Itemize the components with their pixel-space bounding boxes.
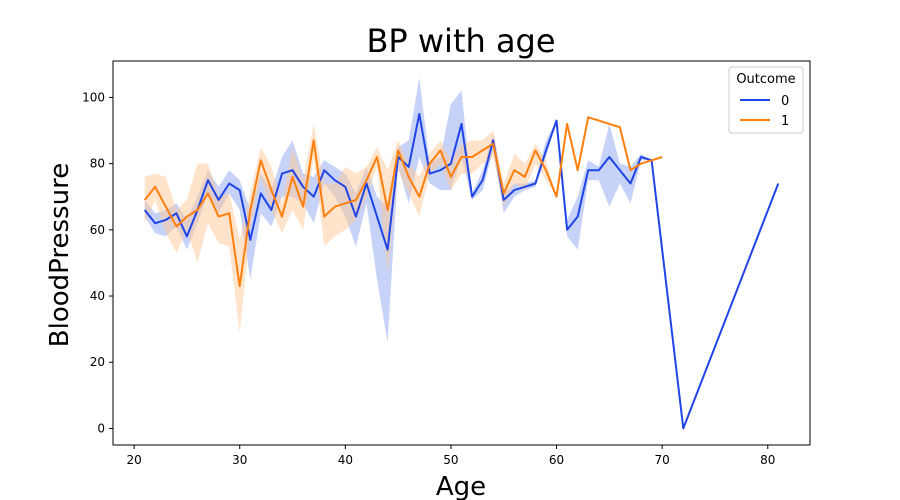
y-tick-label: 0 xyxy=(97,421,105,435)
x-tick-label: 80 xyxy=(760,453,775,467)
series-1-line xyxy=(143,116,663,288)
x-tick-label: 70 xyxy=(655,453,670,467)
y-tick-label: 100 xyxy=(82,90,105,104)
series-lines xyxy=(143,113,780,430)
y-tick-label: 40 xyxy=(90,289,105,303)
x-axis-ticks: 20 30 40 50 60 70 80 xyxy=(126,445,775,467)
legend-label-1: 1 xyxy=(781,114,789,129)
plot-frame xyxy=(112,60,811,446)
legend-title: Outcome xyxy=(736,72,795,87)
legend: Outcome 0 1 xyxy=(728,66,804,134)
y-axis-ticks: 0 20 40 60 80 100 xyxy=(82,90,113,435)
x-tick-label: 20 xyxy=(126,453,141,467)
x-tick-label: 40 xyxy=(338,453,353,467)
series-0-line xyxy=(143,113,780,430)
series-0-band xyxy=(144,77,779,429)
y-tick-label: 60 xyxy=(90,223,105,237)
y-axis-label: BloodPressure xyxy=(45,163,75,347)
x-tick-label: 60 xyxy=(549,453,564,467)
legend-label-0: 0 xyxy=(781,94,789,109)
x-axis-label: Age xyxy=(436,472,486,500)
x-tick-label: 50 xyxy=(443,453,458,467)
y-tick-label: 20 xyxy=(90,355,105,369)
y-tick-label: 80 xyxy=(90,157,105,171)
chart-title: BP with age xyxy=(366,22,555,60)
x-tick-label: 30 xyxy=(232,453,247,467)
